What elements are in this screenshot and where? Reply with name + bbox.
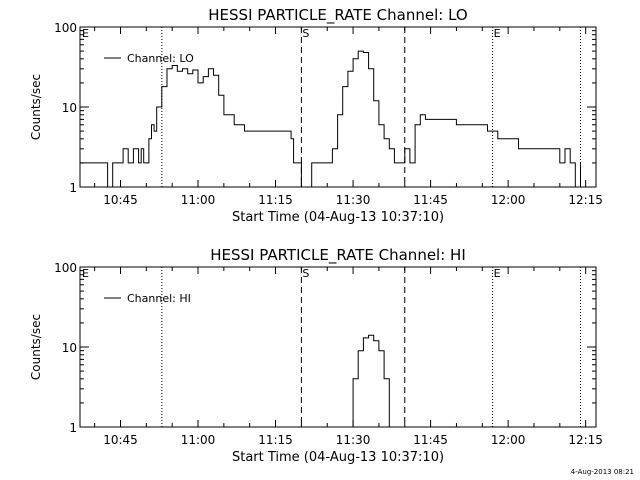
event-marker-label: E — [82, 267, 89, 280]
event-marker-label: S — [302, 27, 309, 40]
y-tick-label: 100 — [54, 261, 77, 275]
x-axis-label: Start Time (04-Aug-13 10:37:10) — [232, 450, 444, 465]
x-axis-label: Start Time (04-Aug-13 10:37:10) — [232, 210, 444, 225]
x-tick-label: 11:45 — [413, 433, 448, 447]
x-tick-label: 11:45 — [413, 193, 448, 207]
event-marker-label: S — [302, 267, 309, 280]
y-axis-label: Counts/sec — [29, 314, 43, 380]
x-tick-label: 10:45 — [103, 433, 138, 447]
x-tick-label: 12:00 — [491, 433, 526, 447]
y-tick-label: 100 — [54, 21, 77, 35]
chart-title: HESSI PARTICLE_RATE Channel: HI — [210, 246, 466, 265]
x-tick-label: 11:00 — [181, 193, 216, 207]
y-tick-label: 1 — [69, 421, 77, 435]
event-marker-label: E — [494, 27, 501, 40]
event-marker-label: E — [82, 27, 89, 40]
x-tick-label: 12:00 — [491, 193, 526, 207]
y-tick-label: 1 — [69, 181, 77, 195]
x-tick-label: 12:15 — [568, 433, 603, 447]
x-tick-label: 11:15 — [258, 433, 293, 447]
plot-frame — [79, 266, 597, 428]
y-tick-label: 10 — [62, 101, 77, 115]
hi-channel-panel: HESSI PARTICLE_RATE Channel: HI 10:45 11:0… — [29, 246, 603, 465]
x-tick-label: 11:30 — [336, 433, 371, 447]
y-axis-label: Counts/sec — [29, 74, 43, 140]
y-tick-label: 10 — [62, 341, 77, 355]
series-line — [347, 334, 390, 428]
series-line — [80, 50, 581, 188]
legend-entry: Channel: HI — [127, 292, 191, 305]
lo-channel-panel: HESSI PARTICLE_RATE Channel: LO 10:45 11:0… — [29, 6, 603, 225]
generation-timestamp: 4-Aug-2013 08:21 — [571, 468, 634, 476]
x-tick-label: 11:30 — [336, 193, 371, 207]
x-tick-label: 10:45 — [103, 193, 138, 207]
chart-title: HESSI PARTICLE_RATE Channel: LO — [208, 6, 467, 25]
x-tick-label: 12:15 — [568, 193, 603, 207]
x-tick-label: 11:00 — [181, 433, 216, 447]
event-marker-label: E — [494, 267, 501, 280]
x-tick-label: 11:15 — [258, 193, 293, 207]
legend-entry: Channel: LO — [127, 52, 194, 65]
